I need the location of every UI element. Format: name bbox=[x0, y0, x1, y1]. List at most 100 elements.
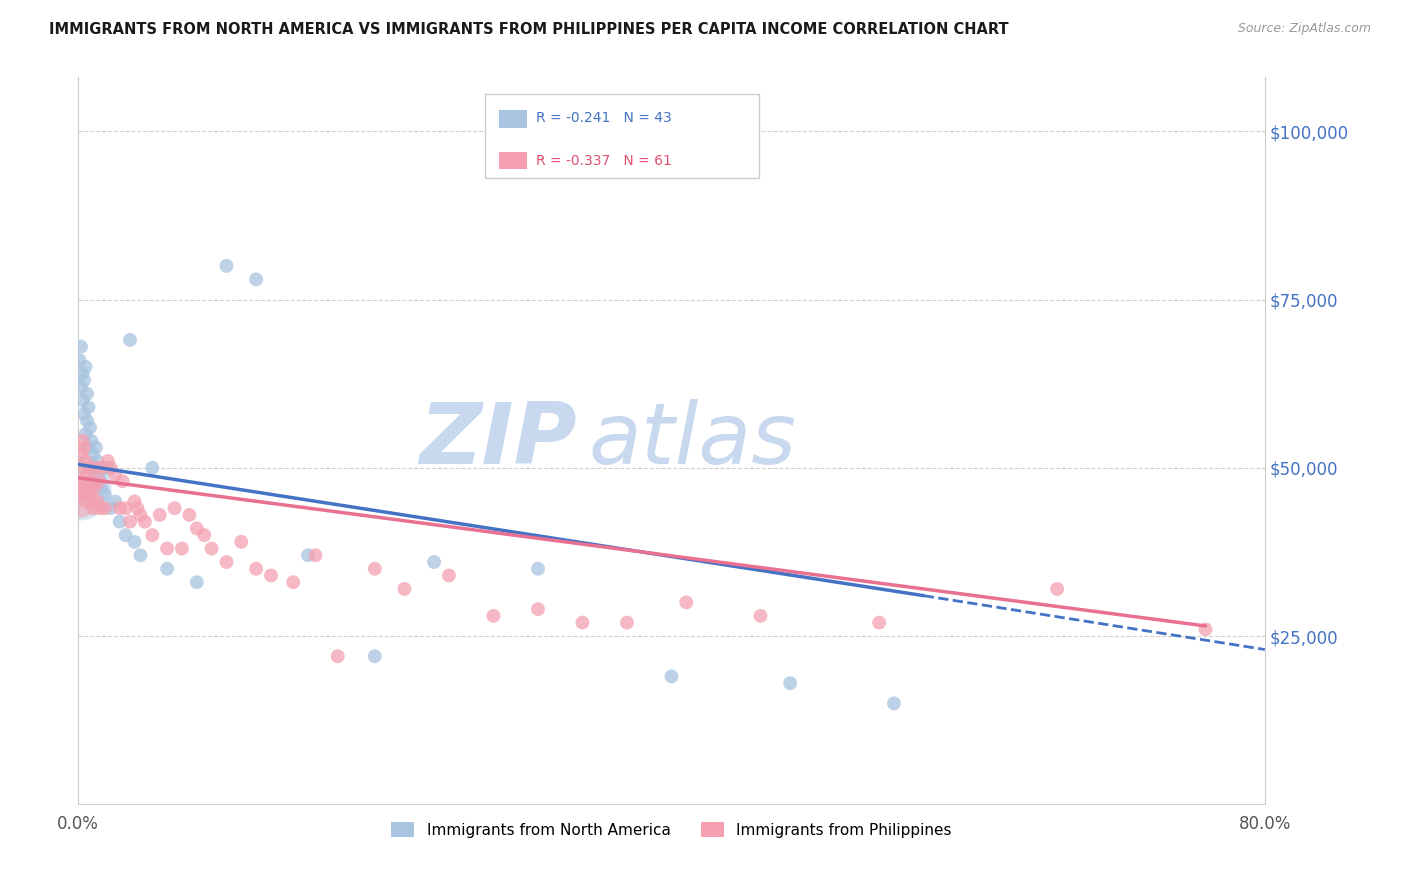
Point bbox=[86, 454, 108, 468]
Point bbox=[163, 501, 186, 516]
Point bbox=[72, 367, 94, 381]
Point bbox=[108, 515, 131, 529]
Point bbox=[245, 562, 267, 576]
Point bbox=[67, 481, 90, 495]
Point bbox=[179, 508, 201, 522]
Point bbox=[364, 649, 387, 664]
Point bbox=[104, 494, 127, 508]
Point bbox=[67, 491, 90, 505]
Point bbox=[245, 272, 267, 286]
Point bbox=[70, 340, 93, 354]
Point bbox=[118, 515, 141, 529]
Point bbox=[70, 447, 93, 461]
Point bbox=[72, 460, 94, 475]
Point bbox=[76, 467, 98, 482]
Point bbox=[437, 568, 460, 582]
Point bbox=[79, 420, 101, 434]
Point bbox=[70, 380, 93, 394]
Point bbox=[77, 401, 100, 415]
Point bbox=[215, 259, 238, 273]
Point bbox=[201, 541, 224, 556]
Text: Source: ZipAtlas.com: Source: ZipAtlas.com bbox=[1237, 22, 1371, 36]
Point bbox=[94, 488, 117, 502]
Point bbox=[231, 534, 253, 549]
Point bbox=[304, 549, 326, 563]
Text: R = -0.241   N = 43: R = -0.241 N = 43 bbox=[536, 111, 672, 125]
Point bbox=[75, 454, 97, 468]
Point bbox=[675, 595, 697, 609]
Point bbox=[482, 608, 505, 623]
Point bbox=[75, 494, 97, 508]
Point bbox=[118, 333, 141, 347]
Point bbox=[94, 501, 117, 516]
Point bbox=[84, 441, 107, 455]
Point bbox=[661, 669, 683, 683]
Point bbox=[1046, 582, 1069, 596]
Point bbox=[141, 528, 163, 542]
Text: IMMIGRANTS FROM NORTH AMERICA VS IMMIGRANTS FROM PHILIPPINES PER CAPITA INCOME C: IMMIGRANTS FROM NORTH AMERICA VS IMMIGRA… bbox=[49, 22, 1010, 37]
Point bbox=[616, 615, 638, 630]
Point bbox=[87, 475, 110, 489]
Point bbox=[749, 608, 772, 623]
Point bbox=[527, 602, 550, 616]
Point bbox=[82, 447, 104, 461]
Point bbox=[124, 494, 146, 508]
Point bbox=[260, 568, 283, 582]
Point bbox=[156, 562, 179, 576]
Point bbox=[779, 676, 801, 690]
Point bbox=[73, 373, 96, 387]
Point bbox=[100, 460, 122, 475]
Point bbox=[114, 501, 136, 516]
Point bbox=[129, 549, 152, 563]
Point bbox=[527, 562, 550, 576]
Point bbox=[124, 534, 146, 549]
Point bbox=[89, 501, 111, 516]
Point bbox=[70, 488, 93, 502]
Point bbox=[297, 549, 319, 563]
Point bbox=[80, 475, 103, 489]
Point bbox=[77, 488, 100, 502]
Point bbox=[75, 427, 97, 442]
Point bbox=[72, 434, 94, 448]
Point bbox=[69, 475, 91, 489]
Point bbox=[283, 575, 305, 590]
Point bbox=[73, 481, 96, 495]
Point bbox=[76, 481, 98, 495]
Point bbox=[77, 441, 100, 455]
Point bbox=[104, 467, 127, 482]
Text: R = -0.337   N = 61: R = -0.337 N = 61 bbox=[536, 153, 672, 168]
Point bbox=[326, 649, 349, 664]
Point bbox=[97, 460, 120, 475]
Point bbox=[76, 386, 98, 401]
Point bbox=[72, 393, 94, 408]
Point bbox=[69, 353, 91, 368]
Point bbox=[73, 441, 96, 455]
Point bbox=[186, 521, 208, 535]
Point bbox=[1194, 623, 1216, 637]
Point bbox=[84, 460, 107, 475]
Point bbox=[193, 528, 215, 542]
Point bbox=[149, 508, 172, 522]
Point bbox=[127, 501, 149, 516]
Point bbox=[141, 460, 163, 475]
Point bbox=[423, 555, 446, 569]
Point bbox=[80, 434, 103, 448]
Point bbox=[571, 615, 593, 630]
Text: atlas: atlas bbox=[588, 400, 796, 483]
Point bbox=[86, 494, 108, 508]
Point bbox=[364, 562, 387, 576]
Point bbox=[114, 528, 136, 542]
Point bbox=[90, 481, 112, 495]
Point bbox=[186, 575, 208, 590]
Point bbox=[156, 541, 179, 556]
Point bbox=[75, 359, 97, 374]
Point bbox=[134, 515, 156, 529]
Point bbox=[111, 475, 134, 489]
Point bbox=[129, 508, 152, 522]
Point bbox=[100, 501, 122, 516]
Point bbox=[90, 460, 112, 475]
Point bbox=[83, 460, 105, 475]
Point bbox=[79, 460, 101, 475]
Point bbox=[394, 582, 416, 596]
Point bbox=[89, 475, 111, 489]
